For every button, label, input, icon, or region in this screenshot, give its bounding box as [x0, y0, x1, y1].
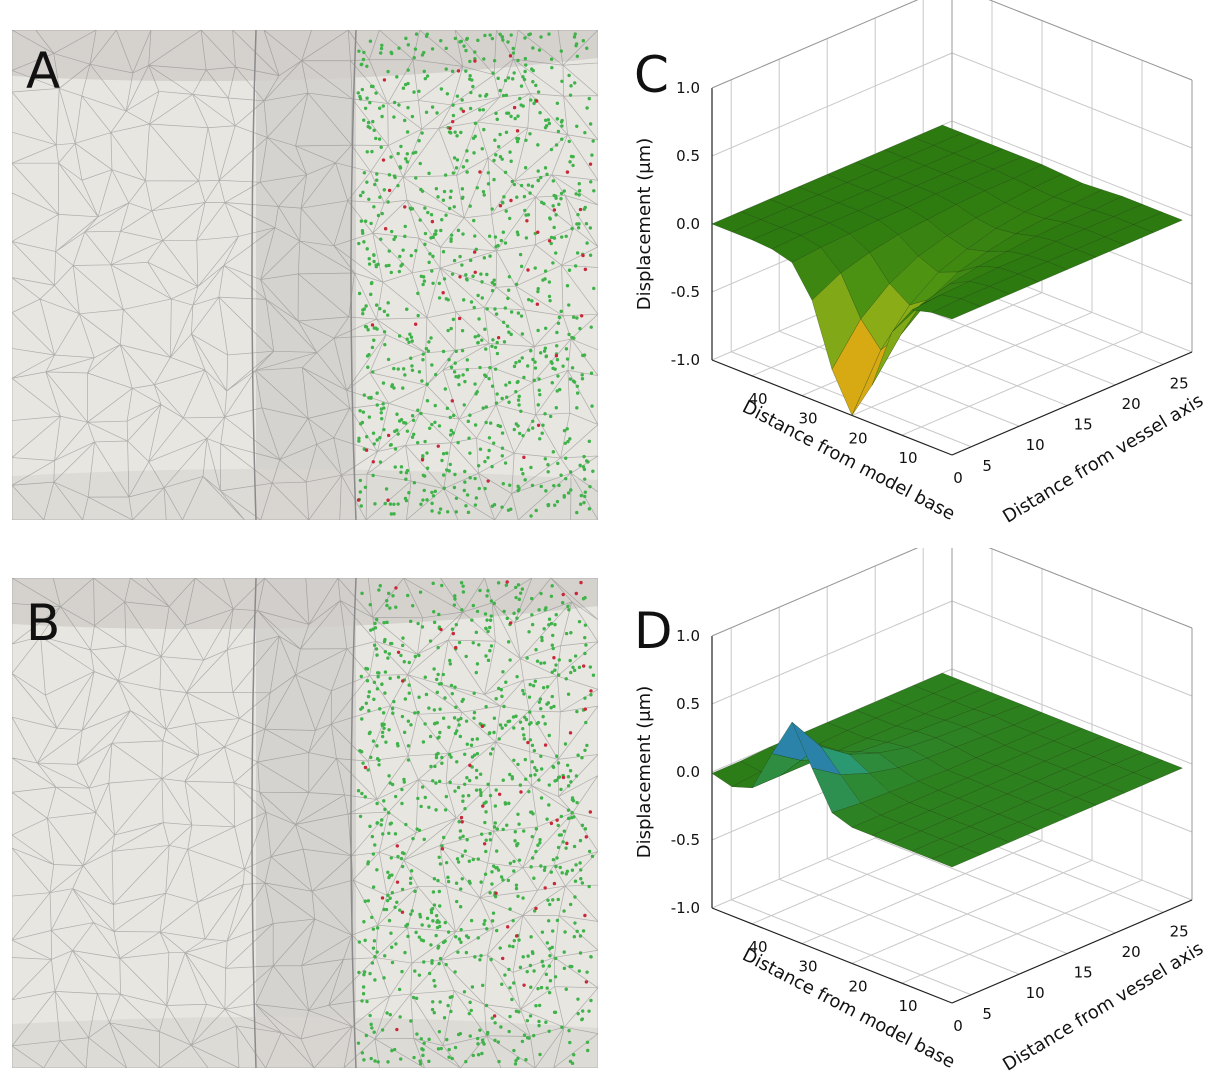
vessel-wall — [251, 30, 357, 520]
bottom-rim — [12, 1016, 598, 1068]
x-tick-label: 30 — [798, 958, 817, 976]
grid-line — [711, 0, 919, 89]
panel-label: A — [26, 42, 60, 100]
y-tick-label: 10 — [1026, 436, 1045, 454]
y-tick-label: 5 — [982, 457, 992, 475]
y-tick-label: 5 — [982, 1005, 992, 1023]
axis-line — [711, 907, 953, 1004]
z-axis-label: Displacement (μm) — [634, 138, 655, 311]
y-tick-label: 25 — [1170, 922, 1189, 940]
vessel-band — [256, 578, 356, 1068]
x-tick-label: 20 — [848, 429, 867, 447]
surface-chart: -1.0-0.50.00.51.0010203040510152025Dista… — [634, 0, 1207, 527]
x-tick-label: 10 — [898, 997, 917, 1015]
top-rim — [12, 578, 598, 630]
surface-cell — [931, 298, 982, 320]
axis-line — [988, 548, 1193, 629]
panel-label: D — [634, 602, 673, 660]
x-axis-label: Distance from model base — [739, 944, 959, 1072]
grid-line — [851, 311, 1093, 416]
vessel-wall — [251, 578, 357, 1068]
y-axis-label: Distance from vessel axis — [999, 938, 1207, 1075]
x-tick-label: 10 — [898, 449, 917, 467]
grid-line — [711, 52, 953, 157]
grid-line — [901, 331, 1143, 436]
grid-line — [901, 879, 1143, 984]
y-tick-label: 15 — [1074, 416, 1093, 434]
grid-line — [988, 0, 1193, 81]
green-points — [356, 32, 596, 518]
grid-line — [851, 859, 1093, 964]
x-tick-label: 40 — [748, 938, 767, 956]
grid-line — [951, 600, 1193, 697]
y-tick-label: 10 — [1026, 984, 1045, 1002]
vessel-band — [256, 30, 356, 520]
grid-line — [951, 52, 1193, 149]
z-tick-label: 0.5 — [676, 147, 700, 165]
axis-line — [711, 0, 919, 89]
x-axis-label: Distance from model base — [739, 396, 959, 524]
y-tick-label: 15 — [1074, 964, 1093, 982]
z-tick-label: -1.0 — [671, 351, 700, 369]
z-tick-label: -1.0 — [671, 899, 700, 917]
z-tick-label: 0.0 — [676, 215, 700, 233]
z-tick-label: -0.5 — [671, 283, 700, 301]
z-tick-label: 1.0 — [676, 627, 700, 645]
axis-line — [711, 548, 919, 637]
y-axis-label: Distance from vessel axis — [999, 390, 1207, 527]
grid-line — [711, 548, 919, 637]
x-tick-label: 20 — [848, 977, 867, 995]
bottom-rim — [12, 468, 598, 520]
axis-line — [951, 351, 1193, 456]
grid-line — [875, 837, 1116, 934]
axis-line — [988, 0, 1193, 81]
y-tick-label: 25 — [1170, 374, 1189, 392]
x-tick-label: 40 — [748, 390, 767, 408]
grid-line — [988, 548, 1193, 629]
mesh-lines — [12, 578, 598, 1068]
z-tick-label: -0.5 — [671, 831, 700, 849]
grid-line — [827, 858, 1068, 955]
axis-line — [951, 899, 1193, 1004]
grid-line — [801, 840, 1043, 945]
panel-label: B — [26, 594, 60, 652]
axis-line — [711, 359, 953, 456]
grid-line — [711, 600, 953, 705]
z-tick-label: 1.0 — [676, 79, 700, 97]
x-tick-label: 0 — [953, 1017, 963, 1035]
y-tick-label: 20 — [1122, 943, 1141, 961]
surface-chart: -1.0-0.50.00.51.0010203040510152025Dista… — [634, 548, 1207, 1075]
x-tick-label: 0 — [953, 469, 963, 487]
y-tick-label: 20 — [1122, 395, 1141, 413]
x-tick-label: 30 — [798, 410, 817, 428]
mesh-panel: B — [12, 578, 598, 1068]
panel-label: C — [634, 46, 669, 104]
z-tick-label: 0.5 — [676, 695, 700, 713]
z-axis-label: Displacement (μm) — [634, 686, 655, 859]
surface-cell — [931, 846, 982, 868]
z-tick-label: 0.0 — [676, 763, 700, 781]
top-rim — [12, 30, 598, 82]
mesh-panel: A — [12, 30, 598, 520]
